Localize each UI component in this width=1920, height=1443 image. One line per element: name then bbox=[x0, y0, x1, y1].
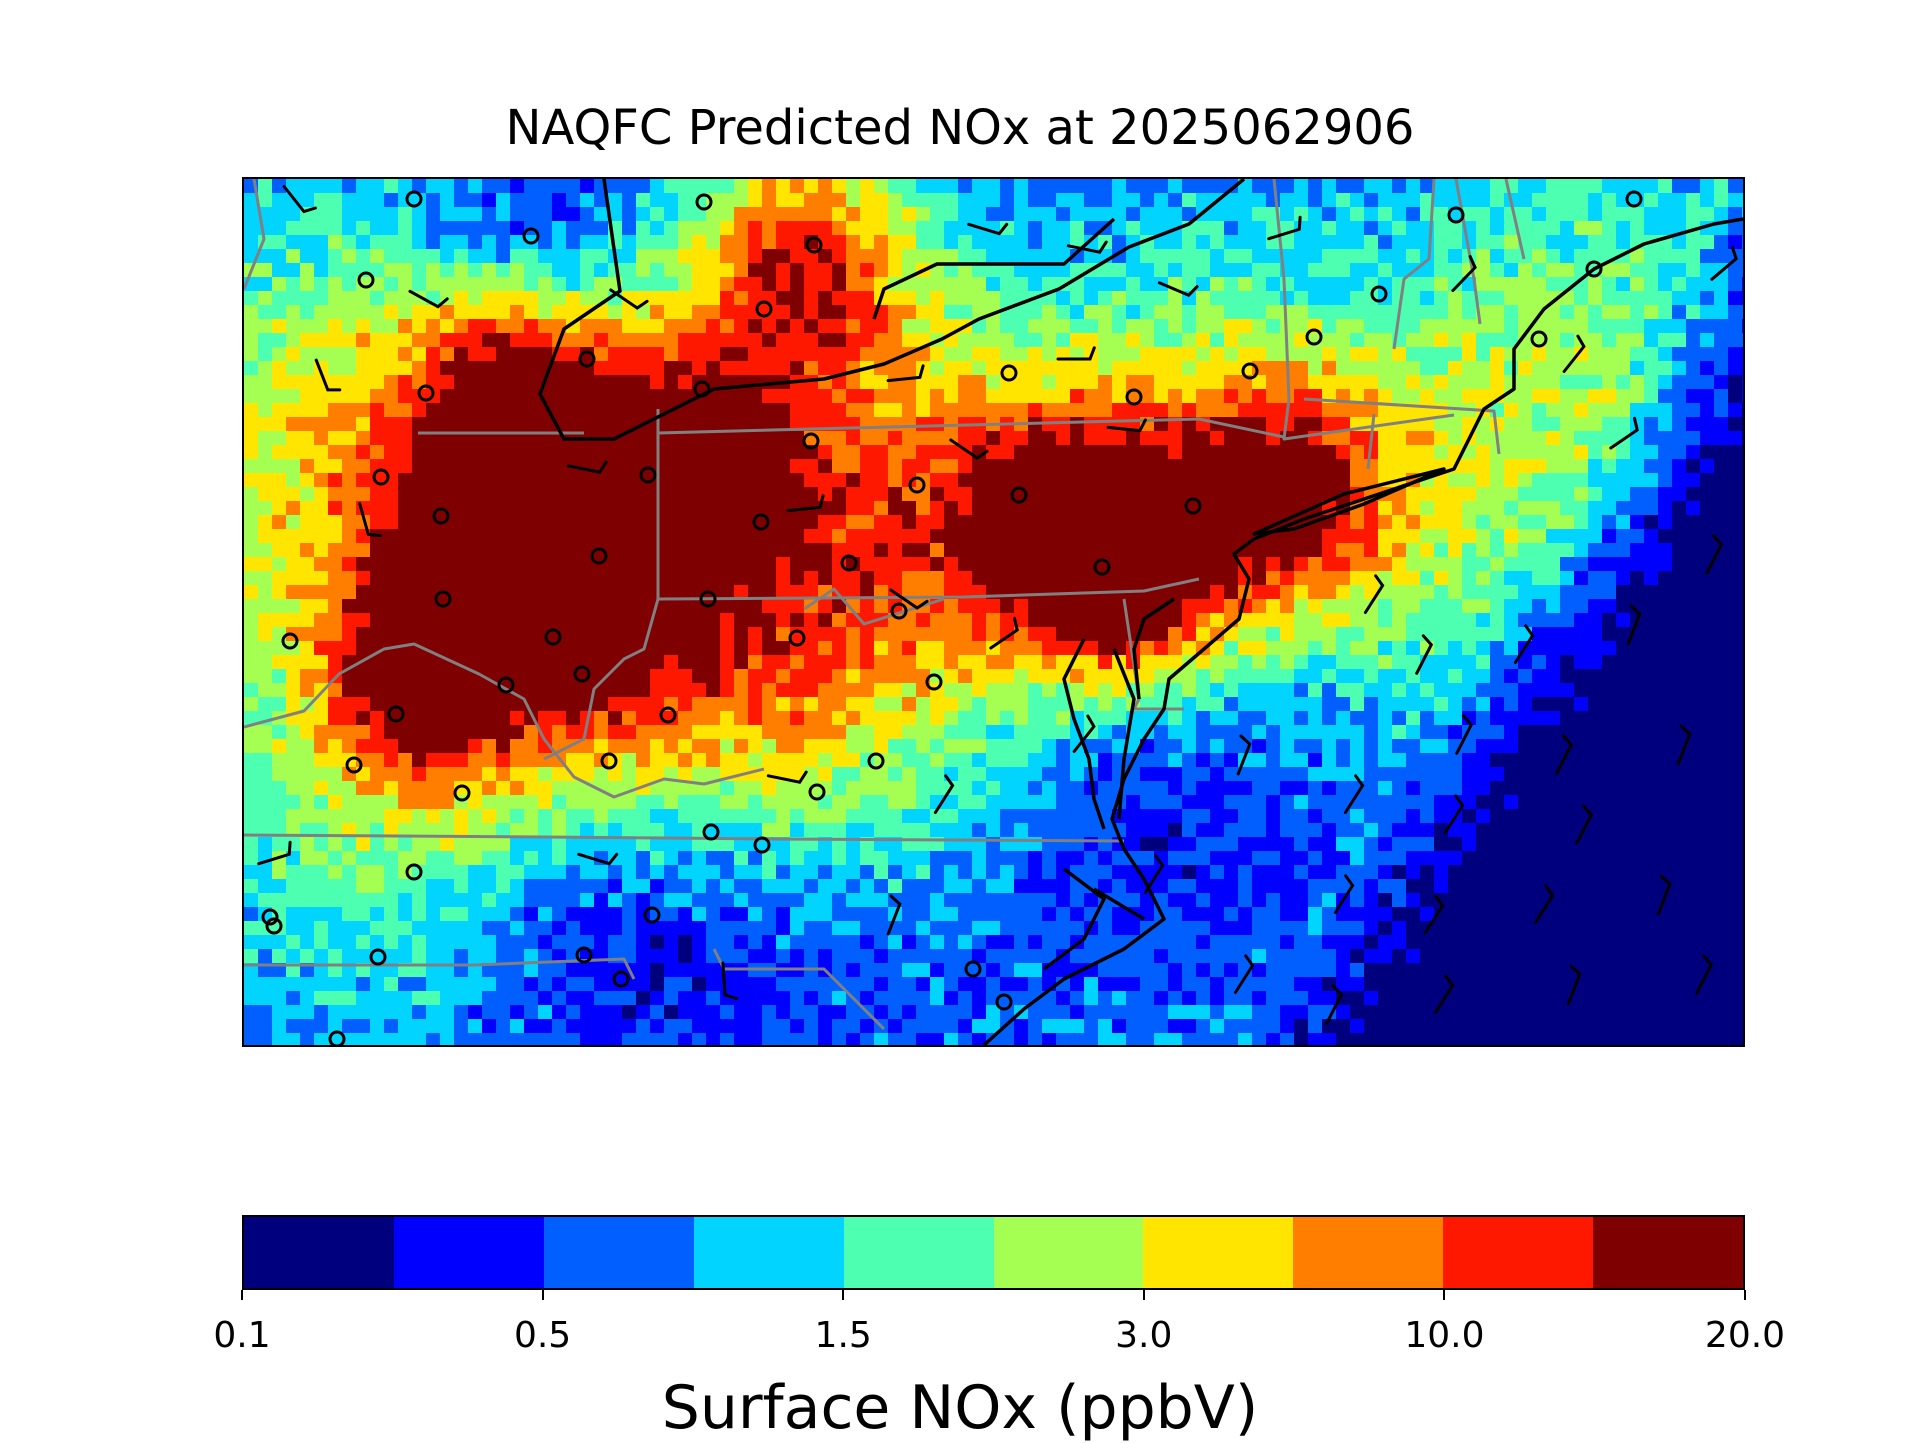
colorbar-tick bbox=[1443, 1290, 1445, 1300]
colorbar-bin-0 bbox=[244, 1217, 394, 1288]
nox-map bbox=[244, 179, 1743, 1045]
colorbar-bin-9 bbox=[1593, 1217, 1743, 1288]
colorbar-bin-5 bbox=[994, 1217, 1144, 1288]
colorbar-bin-1 bbox=[394, 1217, 544, 1288]
colorbar-label: Surface NOx (ppbV) bbox=[0, 1378, 1920, 1438]
chart-title: NAQFC Predicted NOx at 2025062906 bbox=[0, 104, 1920, 152]
colorbar-tick-label: 10.0 bbox=[1364, 1318, 1524, 1354]
colorbar-tick-label: 3.0 bbox=[1064, 1318, 1224, 1354]
colorbar-tick bbox=[1143, 1290, 1145, 1300]
colorbar-bin-4 bbox=[844, 1217, 994, 1288]
colorbar-bin-6 bbox=[1143, 1217, 1293, 1288]
colorbar-tick-label: 20.0 bbox=[1665, 1318, 1825, 1354]
colorbar-bin-8 bbox=[1443, 1217, 1593, 1288]
colorbar bbox=[242, 1215, 1745, 1290]
colorbar-tick-label: 0.1 bbox=[162, 1318, 322, 1354]
colorbar-bin-7 bbox=[1293, 1217, 1443, 1288]
colorbar-bin-2 bbox=[544, 1217, 694, 1288]
colorbar-tick bbox=[241, 1290, 243, 1300]
colorbar-bin-3 bbox=[694, 1217, 844, 1288]
colorbar-tick-label: 0.5 bbox=[463, 1318, 623, 1354]
colorbar-tick bbox=[542, 1290, 544, 1300]
nox-heat-field bbox=[244, 179, 1743, 1045]
map-panel bbox=[242, 177, 1745, 1047]
colorbar-tick bbox=[1744, 1290, 1746, 1300]
colorbar-tick-label: 1.5 bbox=[763, 1318, 923, 1354]
colorbar-tick bbox=[842, 1290, 844, 1300]
